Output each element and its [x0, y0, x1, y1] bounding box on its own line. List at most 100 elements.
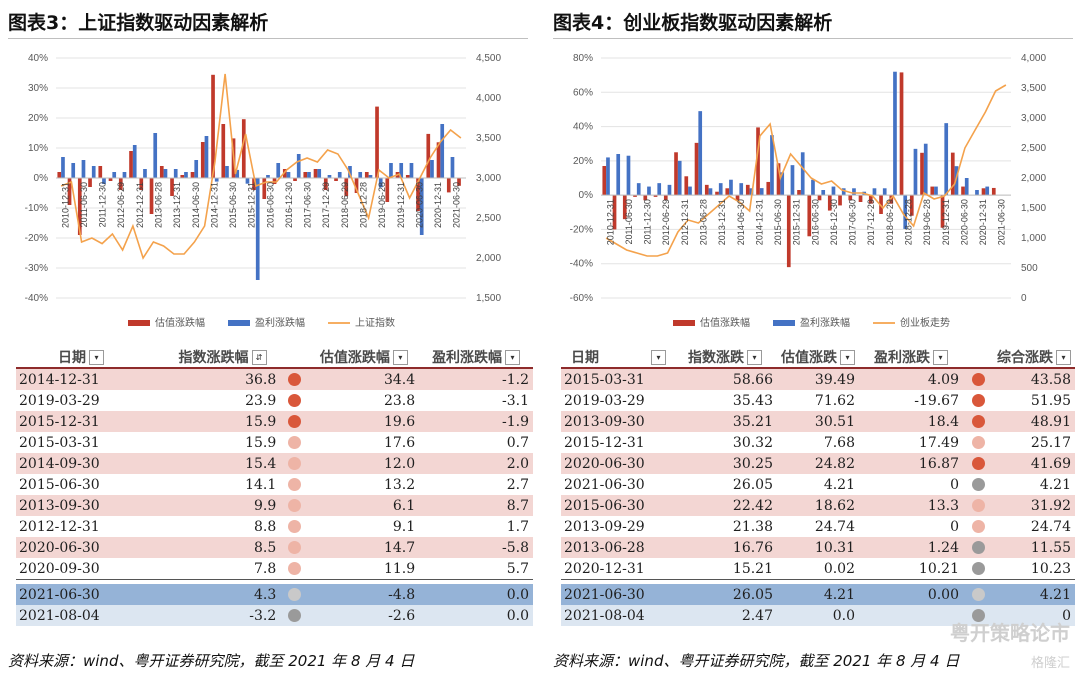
filter-dropdown-icon[interactable]: ▾	[747, 350, 762, 365]
header-earnings-change[interactable]: 盈利涨跌 ▾	[859, 346, 963, 369]
x-tick-label: 2011-12-30	[98, 182, 108, 227]
table-row[interactable]: 2020-06-30 30.25 24.82 16.87 41.69	[561, 453, 1075, 474]
header-index-change[interactable]: 指数涨跌幅 ⇵	[164, 346, 281, 369]
cell-earnings-change: -3.1	[419, 390, 533, 411]
cell-valuation-change: 24.82	[777, 453, 859, 474]
cell-date: 2021-08-04	[561, 605, 673, 626]
y-left-tick-label: 40%	[573, 122, 593, 133]
cell-valuation-change: 12.0	[308, 453, 420, 474]
table-row[interactable]: 2020-09-30 7.8 11.9 5.7	[16, 558, 533, 580]
header-earnings-change[interactable]: 盈利涨跌幅 ▾	[419, 346, 533, 369]
table-row[interactable]: 2015-03-31 15.9 17.6 0.7	[16, 432, 533, 453]
table-row[interactable]: 2015-12-31 15.9 19.6 -1.9	[16, 411, 533, 432]
x-tick-label: 2011-12-30	[643, 199, 653, 244]
earnings-bar	[276, 163, 281, 178]
valuation-bar	[909, 195, 914, 216]
header-valuation-change[interactable]: 估值涨跌幅 ▾	[308, 346, 420, 369]
table-row[interactable]: 2019-03-29 23.9 23.8 -3.1	[16, 390, 533, 411]
earnings-bar	[307, 172, 311, 178]
valuation-bar	[57, 172, 62, 178]
table-row[interactable]: 2015-12-31 30.32 7.68 17.49 25.17	[561, 432, 1075, 453]
filter-dropdown-icon[interactable]: ▾	[89, 350, 104, 365]
header-valuation-change[interactable]: 估值涨跌 ▾	[777, 346, 859, 369]
sort-filter-icon[interactable]: ⇵	[251, 350, 267, 365]
table-row[interactable]: 2013-06-28 16.76 10.31 1.24 11.55	[561, 537, 1075, 558]
table-row[interactable]: 2021-06-30 26.05 4.21 0.00 4.21	[561, 584, 1075, 605]
status-dot-icon	[971, 478, 985, 491]
cell-valuation-change: 30.51	[777, 411, 859, 432]
table-row[interactable]: 2015-03-31 58.66 39.49 4.09 43.58	[561, 368, 1075, 390]
cell-valuation-change: 14.7	[308, 537, 420, 558]
indicator-dot-cell	[963, 368, 993, 390]
table-row[interactable]: 2021-06-30 4.3 -4.8 0.0	[16, 584, 533, 605]
x-tick-label: 2014-06-30	[191, 182, 201, 228]
table-row[interactable]: 2013-09-29 21.38 24.74 0 24.74	[561, 516, 1075, 537]
y-left-tick-label: 0%	[34, 173, 49, 184]
valuation-bar	[899, 72, 904, 196]
table-row[interactable]: 2021-06-30 26.05 4.21 0 4.21	[561, 474, 1075, 495]
valuation-bar	[282, 169, 287, 178]
earnings-bar	[61, 157, 65, 178]
valuation-bar	[961, 186, 965, 196]
cell-earnings-change: 17.49	[859, 432, 963, 453]
cell-date: 2013-06-28	[561, 537, 673, 558]
indicator-dot-cell	[280, 390, 309, 411]
valuation-bar	[766, 181, 771, 196]
legend-valuation-swatch	[128, 320, 150, 326]
earnings-bar	[173, 169, 178, 178]
valuation-bar	[858, 195, 863, 202]
valuation-bar	[674, 152, 678, 196]
cell-valuation-change: 24.74	[777, 516, 859, 537]
filter-dropdown-icon[interactable]: ▾	[1056, 350, 1071, 365]
earnings-bar	[636, 183, 641, 196]
earnings-bar	[841, 188, 846, 196]
legend-index-label: 上证指数	[355, 316, 395, 329]
indicator-dot-cell	[963, 453, 993, 474]
cell-combined-change: 31.92	[993, 495, 1075, 516]
x-tick-label: 2011-06-30	[79, 182, 89, 227]
header-date-label: 日期	[571, 349, 599, 366]
y-left-tick-label: -20%	[25, 233, 48, 244]
valuation-bar	[241, 119, 246, 178]
table-row[interactable]: 2021-08-04 2.47 0.0 0	[561, 605, 1075, 626]
filter-dropdown-icon[interactable]: ▾	[392, 350, 408, 365]
valuation-bar	[684, 176, 689, 196]
table-row[interactable]: 2019-03-29 35.43 71.62 -19.67 51.95	[561, 390, 1075, 411]
x-tick-label: 2019-12-31	[941, 199, 951, 245]
cell-valuation-change: -2.6	[308, 605, 420, 626]
filter-dropdown-icon[interactable]: ▾	[933, 350, 948, 365]
valuation-bar	[272, 178, 277, 184]
table-row[interactable]: 2020-12-31 15.21 0.02 10.21 10.23	[561, 558, 1075, 580]
cell-combined-change: 0	[993, 605, 1075, 626]
header-index-change[interactable]: 指数涨跌 ▾	[673, 346, 777, 369]
filter-dropdown-icon[interactable]: ▾	[505, 350, 521, 365]
table-row[interactable]: 2021-08-04 -3.2 -2.6 0.0	[16, 605, 533, 626]
status-dot-icon	[287, 373, 301, 386]
cell-earnings-change: 5.7	[419, 558, 533, 580]
header-date-label: 日期	[58, 349, 86, 366]
valuation-bar	[190, 172, 195, 178]
header-dot-col	[963, 346, 993, 369]
table-row[interactable]: 2014-12-31 36.8 34.4 -1.2	[16, 368, 533, 390]
table-row[interactable]: 2012-12-31 8.8 9.1 1.7	[16, 516, 533, 537]
header-date[interactable]: 日期 ▾	[561, 346, 673, 369]
header-combined-change[interactable]: 综合涨跌 ▾	[993, 346, 1075, 369]
table-row[interactable]: 2015-06-30 22.42 18.62 13.3 31.92	[561, 495, 1075, 516]
table-row[interactable]: 2015-06-30 14.1 13.2 2.7	[16, 474, 533, 495]
filter-dropdown-icon[interactable]: ▾	[651, 350, 666, 365]
y-left-tick-label: -60%	[570, 293, 593, 304]
indicator-dot-cell	[963, 516, 993, 537]
table-row[interactable]: 2020-06-30 8.5 14.7 -5.8	[16, 537, 533, 558]
cell-index-change: 30.32	[673, 432, 777, 453]
valuation-bar	[704, 184, 709, 196]
earnings-bar	[882, 188, 887, 196]
table-row[interactable]: 2013-09-30 9.9 6.1 8.7	[16, 495, 533, 516]
cell-valuation-change: 23.8	[308, 390, 420, 411]
header-date[interactable]: 日期 ▾	[16, 346, 165, 369]
y-left-tick-label: 30%	[28, 83, 48, 94]
table-row[interactable]: 2014-09-30 15.4 12.0 2.0	[16, 453, 533, 474]
table-row[interactable]: 2013-09-30 35.21 30.51 18.4 48.91	[561, 411, 1075, 432]
earnings-bar	[903, 195, 908, 229]
filter-dropdown-icon[interactable]: ▾	[840, 350, 855, 365]
cell-earnings-change: -1.2	[419, 368, 533, 390]
